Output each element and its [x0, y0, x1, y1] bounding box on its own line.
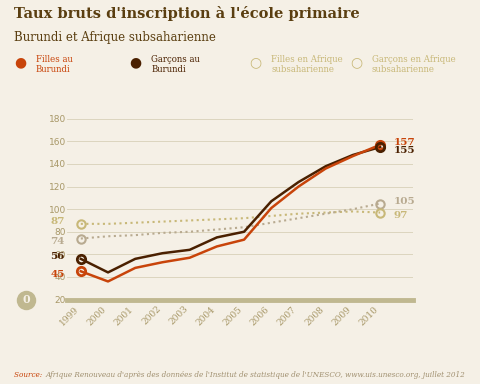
Text: Garçons au
Burundi: Garçons au Burundi: [151, 55, 200, 74]
Text: ○: ○: [350, 56, 362, 70]
Text: Source:: Source:: [14, 371, 45, 379]
Text: 74: 74: [50, 237, 64, 247]
Text: Garçons en Afrique
subsaharienne: Garçons en Afrique subsaharienne: [372, 55, 456, 74]
Text: Filles au
Burundi: Filles au Burundi: [36, 55, 73, 74]
Text: Afrique Renouveau d'après des données de l'Institut de statistique de l'UNESCO, : Afrique Renouveau d'après des données de…: [46, 371, 465, 379]
Text: 87: 87: [50, 217, 64, 226]
Text: ○: ○: [250, 56, 262, 70]
Text: Taux bruts d'inscription à l'école primaire: Taux bruts d'inscription à l'école prima…: [14, 6, 360, 21]
Text: 56: 56: [50, 252, 64, 261]
Text: 45: 45: [50, 270, 64, 279]
Text: 157: 157: [394, 138, 415, 147]
Text: 97: 97: [394, 212, 408, 220]
Text: Filles en Afrique
subsaharienne: Filles en Afrique subsaharienne: [271, 55, 343, 74]
Text: Burundi et Afrique subsaharienne: Burundi et Afrique subsaharienne: [14, 31, 216, 44]
Text: 155: 155: [394, 146, 415, 155]
Text: ●: ●: [14, 56, 26, 70]
Text: 0: 0: [23, 294, 30, 305]
Text: 105: 105: [394, 197, 415, 206]
Text: ●: ●: [130, 56, 142, 70]
